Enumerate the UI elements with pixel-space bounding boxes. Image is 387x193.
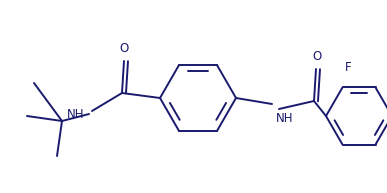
Text: O: O: [119, 42, 128, 56]
Text: NH: NH: [67, 108, 84, 122]
Text: O: O: [312, 51, 322, 63]
Text: F: F: [344, 61, 351, 74]
Text: NH: NH: [276, 112, 293, 125]
